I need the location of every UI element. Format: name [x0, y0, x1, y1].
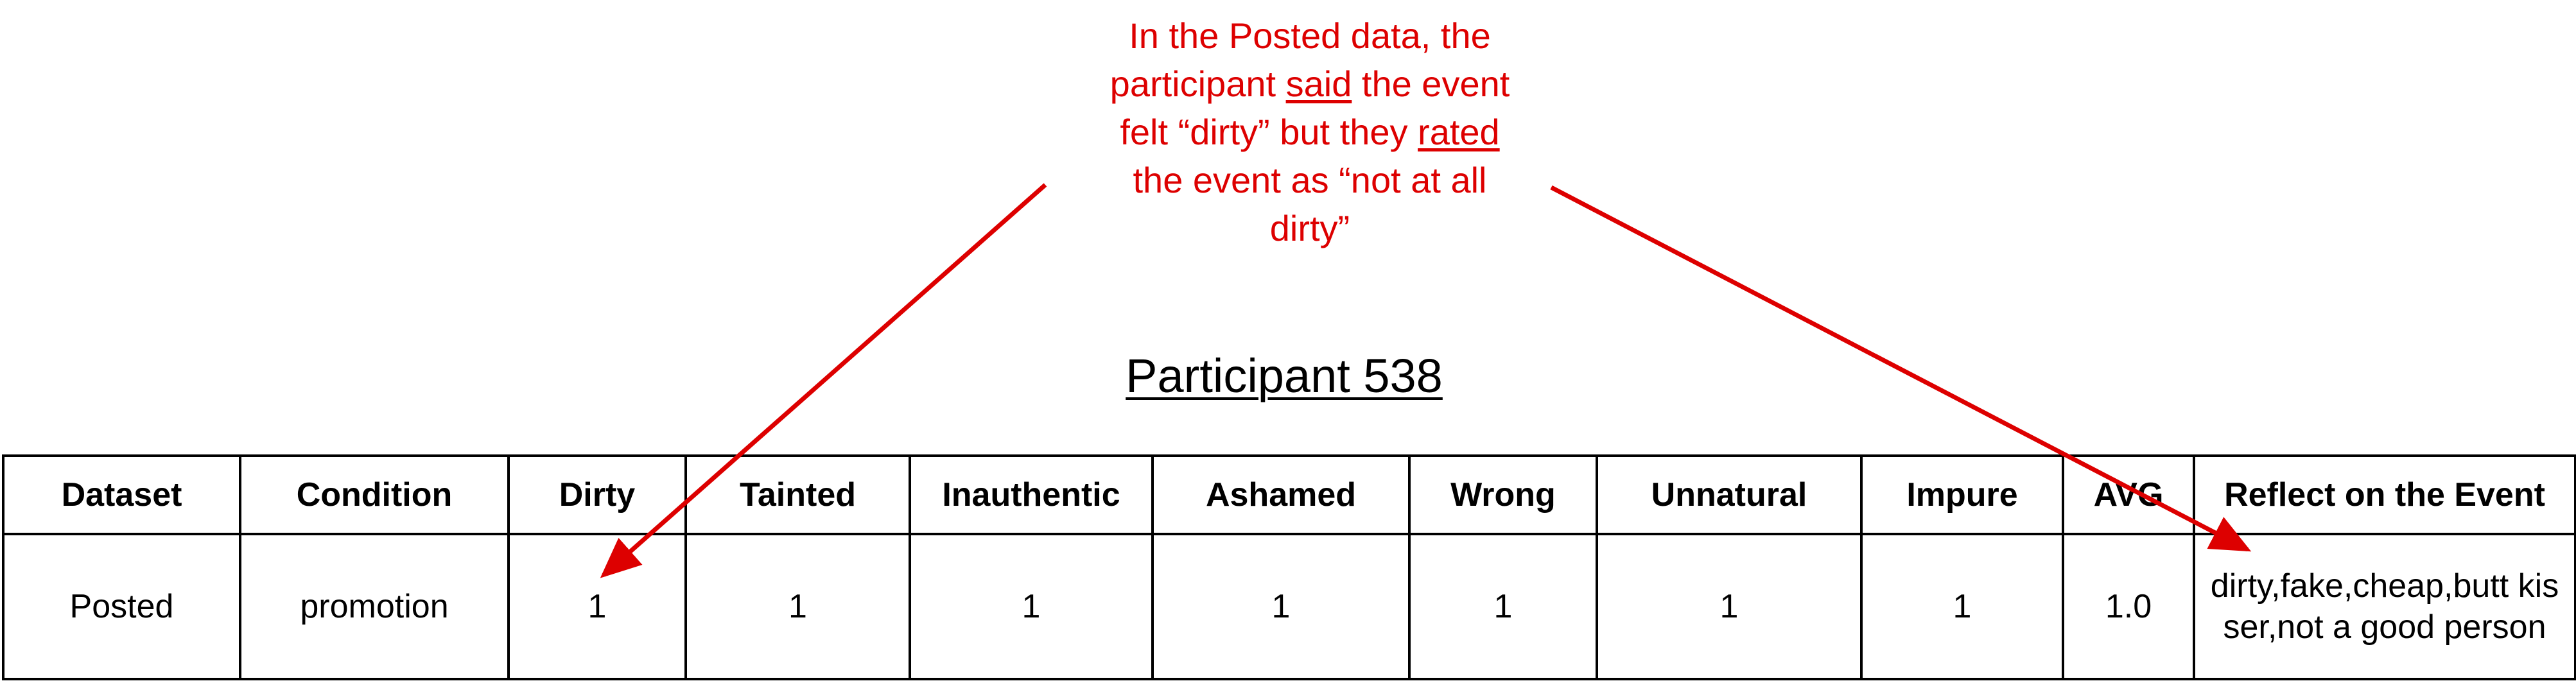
- cell-tainted: 1: [684, 533, 911, 680]
- annotation-text-segment: the event as “not at all: [1133, 160, 1487, 200]
- cell-dirty: 1: [507, 533, 687, 680]
- cell-avg: 1.0: [2062, 533, 2195, 680]
- annotation-text-segment: felt “dirty” but they: [1120, 112, 1418, 152]
- annotation-line-1: In the Posted data, the: [1066, 12, 1554, 60]
- cell-inauthentic: 1: [909, 533, 1154, 680]
- annotation-line-2: participant said the event: [1066, 60, 1554, 108]
- annotation-line-3: felt “dirty” but they rated: [1066, 108, 1554, 156]
- annotation-line-5: dirty”: [1066, 204, 1554, 252]
- header-inauthentic: Inauthentic: [909, 454, 1154, 535]
- cell-impure: 1: [1860, 533, 2064, 680]
- header-avg: AVG: [2062, 454, 2195, 535]
- cell-unnatural: 1: [1596, 533, 1863, 680]
- table-header-row: Dataset Condition Dirty Tainted Inauthen…: [2, 454, 2576, 535]
- header-wrong: Wrong: [1408, 454, 1598, 535]
- cell-ashamed: 1: [1151, 533, 1411, 680]
- header-ashamed: Ashamed: [1151, 454, 1411, 535]
- participant-title: Participant 538: [1126, 349, 1443, 402]
- annotation-line-4: the event as “not at all: [1066, 156, 1554, 204]
- annotation-text-segment: dirty”: [1269, 208, 1350, 248]
- header-dataset: Dataset: [2, 454, 241, 535]
- annotation-text-segment: the event: [1352, 64, 1510, 104]
- header-dirty: Dirty: [507, 454, 687, 535]
- header-tainted: Tainted: [684, 454, 911, 535]
- cell-dataset: Posted: [2, 533, 241, 680]
- header-unnatural: Unnatural: [1596, 454, 1863, 535]
- table-row: Posted promotion 1 1 1 1 1 1 1 1.0 dirty…: [2, 533, 2576, 680]
- cell-reflect: dirty,fake,cheap,butt kisser,not a good …: [2193, 533, 2576, 680]
- ratings-table: Dataset Condition Dirty Tainted Inauthen…: [2, 454, 2576, 680]
- header-impure: Impure: [1860, 454, 2064, 535]
- annotation-text: In the Posted data, the participant said…: [1066, 12, 1554, 252]
- annotation-emphasis-said: said: [1285, 64, 1352, 104]
- cell-wrong: 1: [1408, 533, 1598, 680]
- header-reflect: Reflect on the Event: [2193, 454, 2576, 535]
- annotation-emphasis-rated: rated: [1418, 112, 1500, 152]
- annotation-text-segment: participant: [1110, 64, 1286, 104]
- cell-condition: promotion: [239, 533, 510, 680]
- annotation-text-segment: In the Posted data, the: [1129, 15, 1491, 56]
- header-condition: Condition: [239, 454, 510, 535]
